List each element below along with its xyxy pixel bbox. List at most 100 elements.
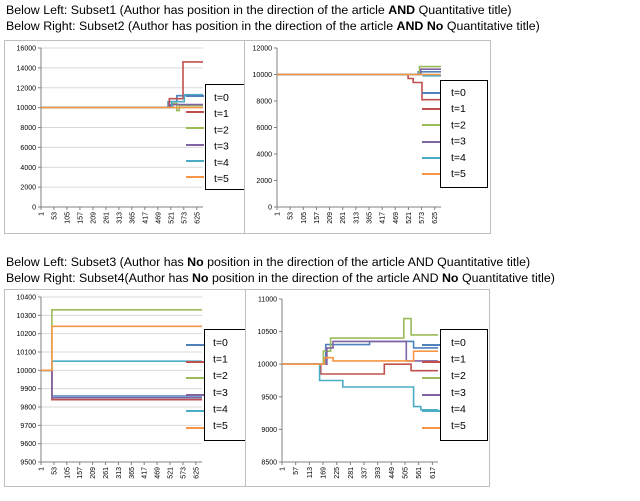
- x-tick-label: 53: [51, 212, 58, 220]
- series-line-t0: [282, 340, 438, 365]
- legend-label: t=0: [213, 337, 228, 349]
- x-tick-label: 417: [142, 467, 149, 479]
- y-tick-label: 9900: [20, 386, 36, 393]
- y-tick-label: 16000: [17, 46, 37, 53]
- legend-key-t2: [422, 124, 440, 127]
- y-tick-label: 10200: [17, 331, 37, 338]
- legend-key-t0: [186, 95, 204, 97]
- y-tick-label: 10000: [258, 362, 278, 369]
- y-tick-label: 9600: [20, 441, 36, 448]
- x-tick-label: 417: [142, 212, 149, 224]
- x-tick-label: 449: [389, 467, 396, 479]
- x-tick-label: 113: [307, 467, 314, 478]
- x-tick-label: 365: [129, 467, 136, 479]
- legend-label: t=5: [451, 420, 466, 432]
- legend-label: t=4: [451, 403, 466, 415]
- x-tick-label: 157: [314, 212, 321, 224]
- legend-label: t=2: [451, 370, 466, 382]
- legend-key-t0: [422, 92, 440, 94]
- x-tick-label: 1: [39, 467, 46, 471]
- caption-text: Quantitative title): [415, 3, 512, 17]
- x-tick-label: 157: [77, 467, 84, 479]
- x-tick-label: 105: [64, 467, 71, 479]
- x-tick-label: 617: [430, 467, 437, 479]
- caption-subset3: Below Left: Subset3 (Author has No posit…: [6, 255, 530, 270]
- y-tick-label: 4000: [256, 152, 272, 159]
- series-line-t1: [277, 73, 441, 101]
- legend-label: t=4: [213, 403, 228, 415]
- legend-subset2: t=0 t=1 t=2 t=3 t=4 t=5: [440, 80, 488, 188]
- x-tick-label: 365: [366, 212, 373, 224]
- x-tick-label: 209: [327, 212, 334, 224]
- x-tick-label: 281: [348, 467, 355, 479]
- caption-emphasis: No: [191, 271, 209, 285]
- series-line-t4: [41, 360, 202, 372]
- y-tick-label: 8500: [261, 460, 277, 467]
- legend-label: t=5: [214, 173, 229, 185]
- x-tick-label: 625: [432, 212, 439, 224]
- x-tick-label: 469: [393, 212, 400, 224]
- x-tick-label: 1: [39, 212, 46, 216]
- x-tick-label: 261: [340, 212, 347, 224]
- y-tick-label: 6000: [20, 145, 36, 152]
- legend-label: t=2: [214, 124, 229, 136]
- legend-label: t=1: [213, 354, 228, 366]
- legend-label: t=5: [213, 420, 228, 432]
- legend-label: t=4: [451, 152, 466, 164]
- y-tick-label: 10000: [17, 105, 37, 112]
- chart-subset2: 0 2000 4000 6000 8000 10000 12000 1 53 105 157 209 2…: [253, 46, 441, 224]
- legend-key-t2: [186, 377, 204, 380]
- x-tick-label: 1: [280, 467, 287, 471]
- series-line-t3: [41, 369, 202, 399]
- y-tick-label: 4000: [20, 165, 36, 172]
- legend-key-t4: [422, 410, 440, 413]
- legend-key-t5: [186, 176, 204, 178]
- x-tick-label: 105: [301, 212, 308, 224]
- x-tick-label: 505: [403, 467, 410, 479]
- x-tick-label: 625: [194, 212, 201, 224]
- x-tick-label: 57: [293, 467, 300, 475]
- series-line-t3: [282, 340, 438, 365]
- legend-key-t5: [422, 427, 440, 429]
- legend-label: t=3: [213, 387, 228, 399]
- x-tick-label: 261: [103, 212, 110, 224]
- y-tick-label: 11000: [258, 297, 277, 304]
- chart-subset1: 0 2000 4000 6000 8000 10000 12000 14000 16000 1 53…: [17, 46, 203, 224]
- legend-key-t0: [186, 344, 204, 346]
- legend-label: t=5: [451, 168, 466, 180]
- caption-emphasis: No: [426, 19, 444, 33]
- x-tick-label: 417: [380, 212, 387, 224]
- legend-key-t5: [186, 427, 204, 429]
- x-tick-label: 169: [321, 467, 328, 479]
- legend-subset1: t=0 t=1 t=2 t=3 t=4 t=5: [205, 84, 247, 190]
- caption-text: position in the direction of the article…: [208, 271, 442, 285]
- legend-key-t3: [186, 393, 204, 396]
- legend-label: t=4: [214, 157, 229, 169]
- x-tick-label: 157: [77, 212, 84, 224]
- caption-emphasis: No: [441, 271, 459, 285]
- legend-key-t2: [186, 127, 204, 130]
- legend-label: t=0: [451, 337, 466, 349]
- caption-subset1: Below Left: Subset1 (Author has position…: [6, 3, 512, 18]
- legend-label: t=0: [451, 87, 466, 99]
- x-tick-label: 53: [51, 467, 58, 475]
- y-tick-label: 0: [32, 205, 36, 212]
- series-line-t2: [282, 317, 438, 365]
- x-tick-label: 225: [334, 467, 341, 479]
- x-tick-label: 573: [181, 212, 188, 224]
- x-tick-label: 313: [116, 212, 123, 224]
- x-tick-label: 365: [129, 212, 136, 224]
- series-line-t1: [41, 61, 203, 109]
- x-tick-label: 625: [193, 467, 200, 479]
- caption-text: position in the direction of the article…: [203, 255, 531, 269]
- x-tick-label: 521: [168, 212, 175, 224]
- y-tick-label: 9800: [20, 405, 36, 412]
- x-tick-label: 1: [275, 212, 282, 216]
- x-tick-label: 105: [64, 212, 71, 224]
- y-tick-label: 8000: [256, 99, 272, 106]
- chart-panel-subset2: 0 2000 4000 6000 8000 10000 12000 1 53 105 157 209 2…: [244, 40, 491, 234]
- x-tick-label: 469: [155, 467, 162, 479]
- x-tick-label: 521: [406, 212, 413, 224]
- legend-key-t3: [422, 393, 440, 396]
- legend-key-t1: [422, 108, 440, 111]
